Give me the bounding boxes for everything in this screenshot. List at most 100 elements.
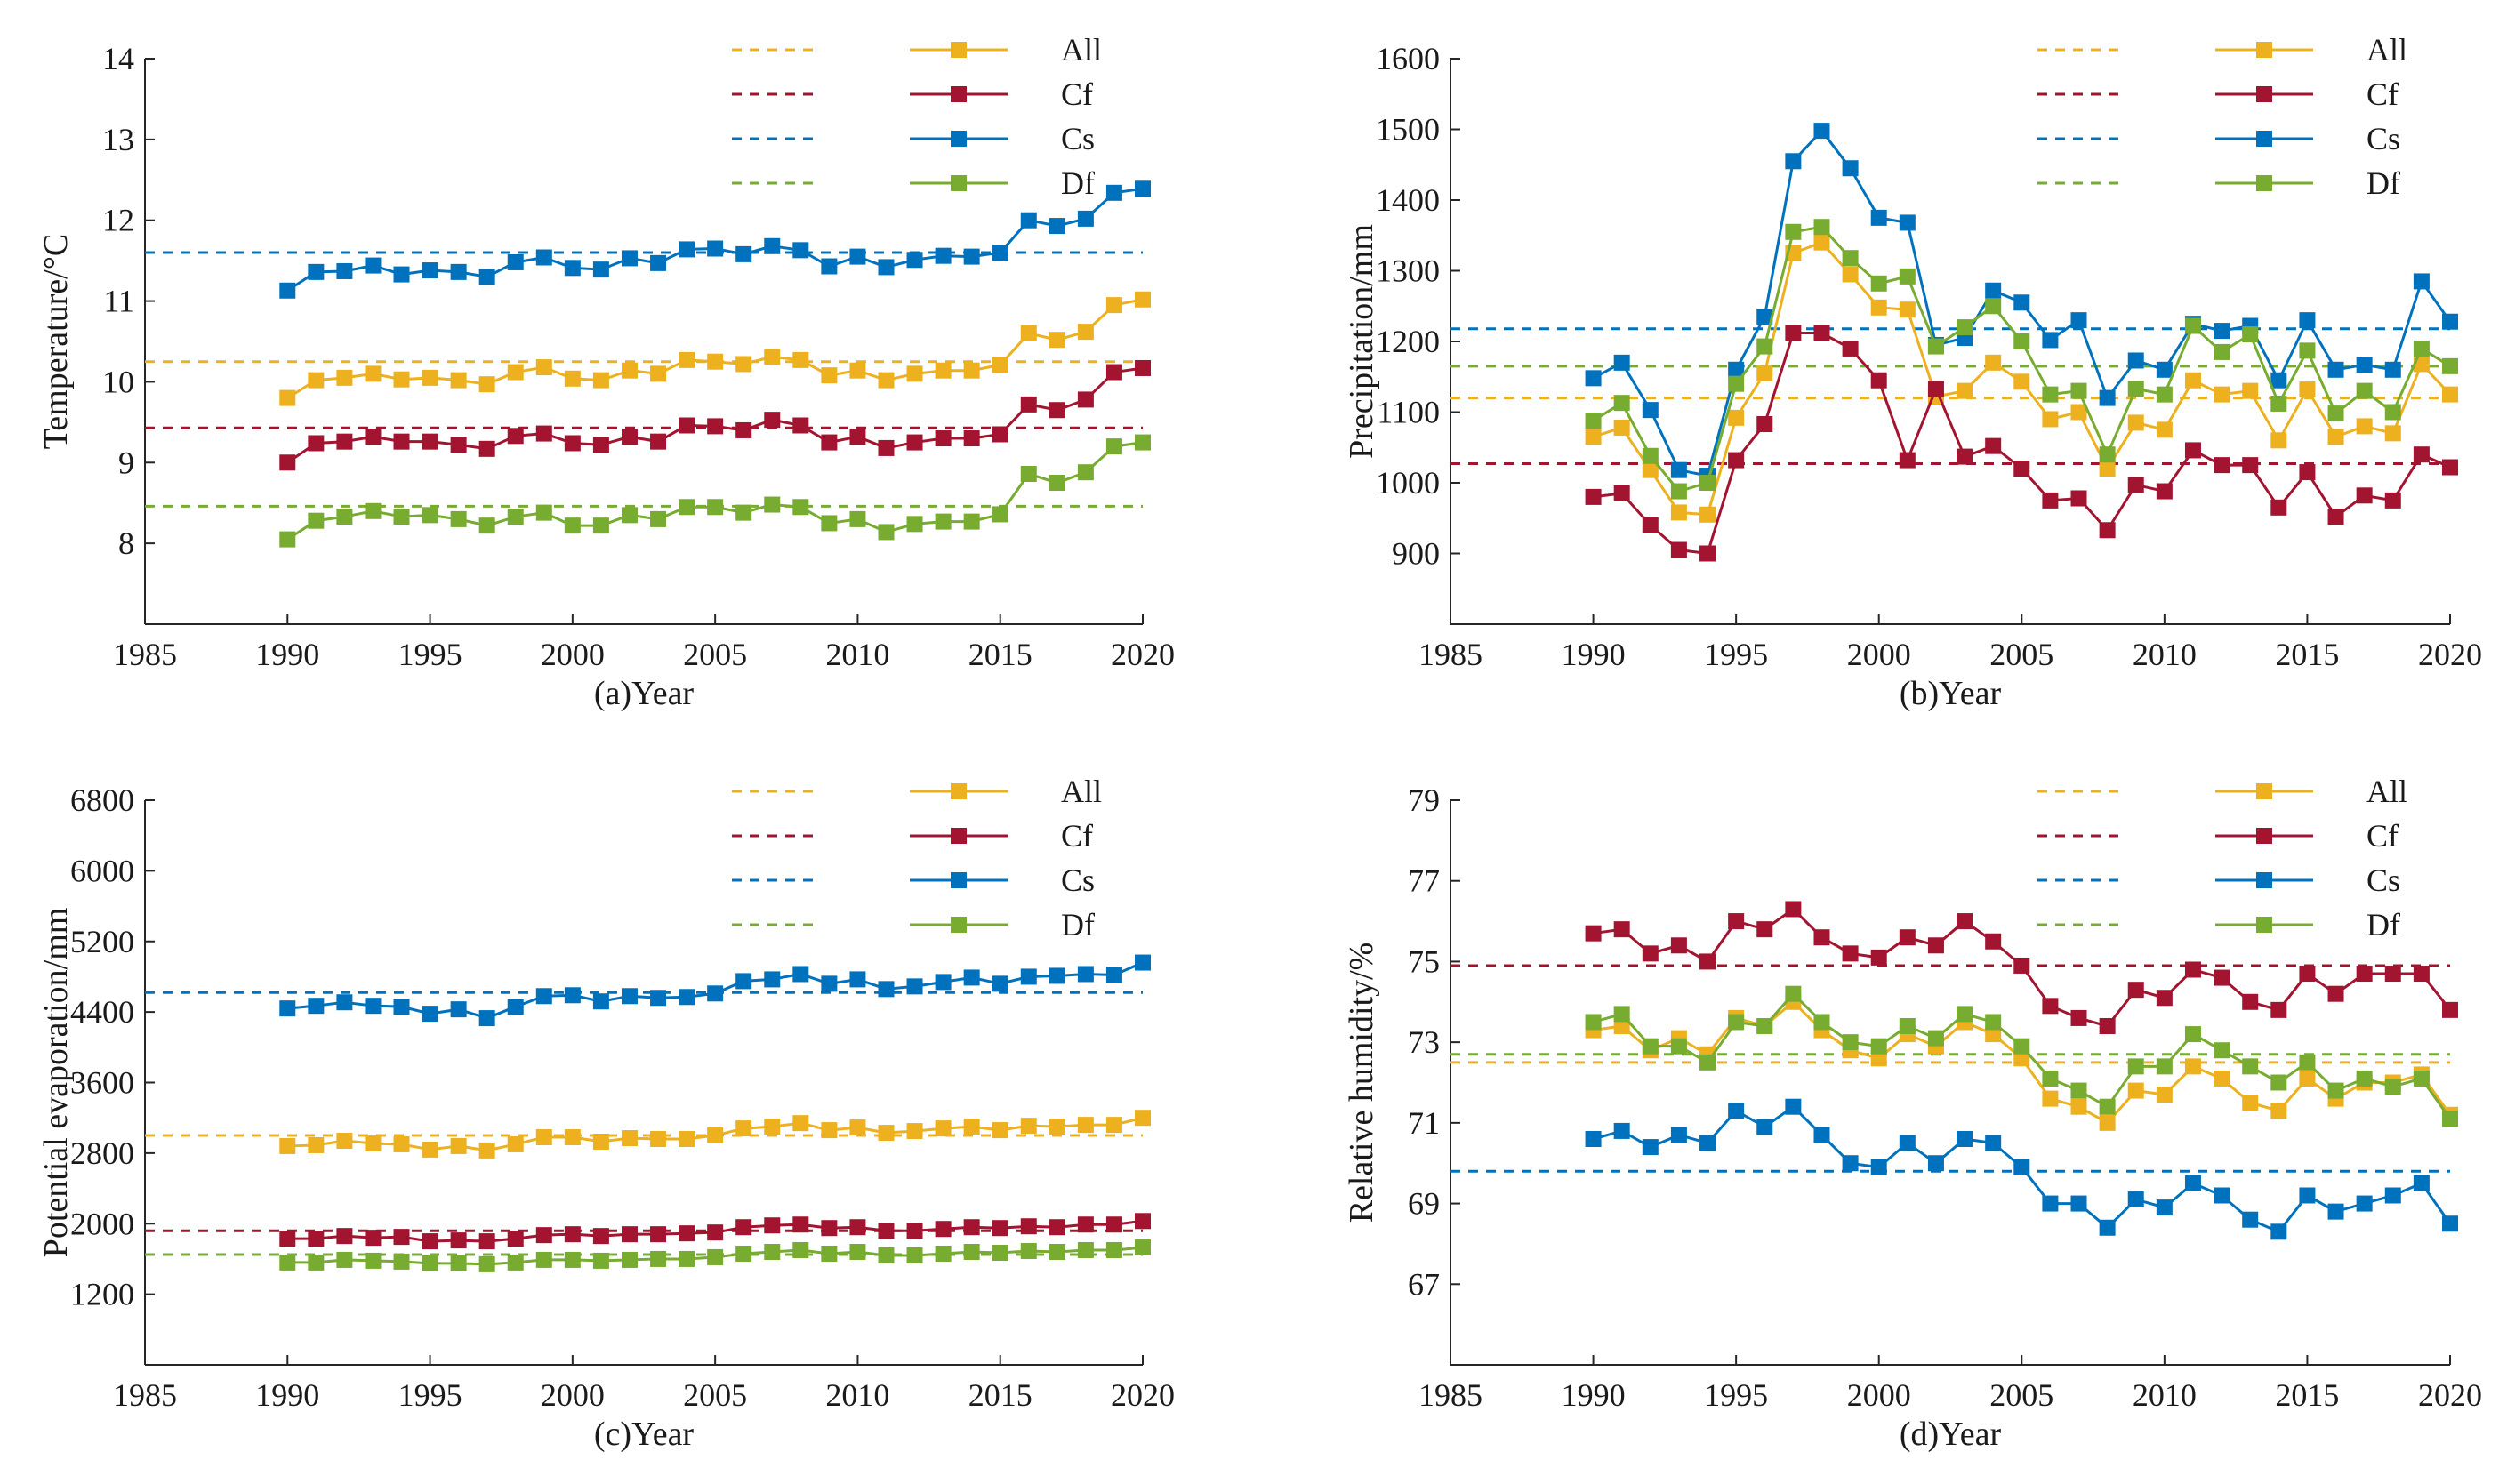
data-point-cs <box>336 994 353 1011</box>
legend-label: All <box>1061 774 1102 809</box>
data-point-cs <box>507 253 524 270</box>
legend-label: Df <box>1061 907 1095 943</box>
data-point-df <box>821 1245 838 1262</box>
data-point-cf <box>2242 993 2259 1010</box>
data-point-all <box>792 1115 809 1132</box>
data-point-all <box>393 1135 410 1152</box>
legend-marker-swatch <box>2256 872 2272 888</box>
data-point-cs <box>478 269 495 285</box>
y-tick-label: 5200 <box>70 924 134 959</box>
data-point-cs <box>1135 954 1151 971</box>
data-point-df <box>2099 446 2116 463</box>
legend-marker-swatch <box>951 917 967 933</box>
data-point-all <box>478 1142 495 1159</box>
legend-entry-cf: Cf <box>2037 76 2399 112</box>
data-point-cs <box>393 999 410 1015</box>
data-point-cf <box>1135 1213 1151 1230</box>
data-point-all <box>1699 506 1716 523</box>
legend-marker-swatch <box>2256 42 2272 58</box>
data-point-df <box>365 1252 382 1269</box>
data-point-df <box>393 509 410 525</box>
data-point-df <box>992 1244 1008 1261</box>
data-point-cs <box>564 260 581 277</box>
data-point-cs <box>1135 180 1151 197</box>
data-point-cs <box>792 242 809 259</box>
data-point-cs <box>992 975 1008 992</box>
data-point-all <box>1985 354 2002 371</box>
data-point-cf <box>878 439 895 456</box>
data-point-cs <box>2442 1215 2458 1232</box>
data-point-cf <box>1020 1218 1037 1235</box>
data-point-df <box>592 517 609 534</box>
legend-label: Df <box>2366 907 2400 943</box>
data-point-df <box>2156 386 2173 403</box>
data-point-df <box>592 1252 609 1269</box>
data-point-cf <box>535 1227 552 1244</box>
data-point-df <box>1105 438 1122 455</box>
data-point-all <box>2384 425 2401 442</box>
data-point-cf <box>707 1224 724 1241</box>
data-point-cf <box>906 1223 923 1239</box>
data-point-df <box>279 531 296 548</box>
data-point-cs <box>2327 1203 2344 1220</box>
data-point-cs <box>1927 1155 1944 1172</box>
y-tick-label: 1300 <box>1376 253 1440 289</box>
data-point-cs <box>1105 184 1122 201</box>
legend-entry-cs: Cs <box>2037 121 2400 156</box>
data-point-cs <box>1699 1135 1716 1151</box>
data-point-cf <box>1842 945 1859 962</box>
data-point-df <box>2042 1070 2059 1087</box>
data-point-df <box>2214 1042 2230 1059</box>
data-point-cs <box>764 971 781 988</box>
legend-label: All <box>2366 32 2407 68</box>
data-point-all <box>992 357 1008 373</box>
y-tick-label: 77 <box>1408 863 1440 899</box>
y-tick-label: 3600 <box>70 1065 134 1101</box>
data-point-df <box>792 499 809 516</box>
x-tick-label: 2010 <box>2133 1377 2197 1413</box>
data-point-all <box>2042 411 2059 428</box>
data-point-df <box>2442 357 2458 374</box>
data-point-cf <box>2299 464 2316 481</box>
legend-marker-swatch <box>951 175 967 191</box>
series-line-df <box>286 441 1144 541</box>
data-point-all <box>1135 1110 1151 1127</box>
chart-panel-b: 1985 1990 1995 2000 2005 2010 2015 2020 900 1000 1… <box>1343 32 2482 712</box>
data-point-cf <box>1613 921 1630 938</box>
data-point-all <box>1020 325 1037 341</box>
data-point-all <box>336 369 353 386</box>
data-point-df <box>1077 464 1094 481</box>
data-point-cs <box>564 987 581 1004</box>
data-point-all <box>621 1130 638 1147</box>
data-point-all <box>992 1122 1008 1139</box>
data-point-df <box>1670 483 1687 500</box>
data-point-cs <box>1899 1135 1916 1151</box>
data-point-cf <box>1785 325 1802 341</box>
data-point-cs <box>2070 312 2087 329</box>
data-point-cs <box>1728 1103 1745 1119</box>
y-axis-label: Precipitation/mm <box>1343 224 1380 459</box>
data-point-cf <box>2156 990 2173 1007</box>
data-point-df <box>1049 1244 1065 1260</box>
data-point-cs <box>2384 1187 2401 1204</box>
data-point-df <box>1642 447 1659 464</box>
data-point-df <box>2384 1079 2401 1095</box>
data-point-cs <box>792 966 809 983</box>
x-tick-label: 2000 <box>1847 1377 1911 1413</box>
data-point-cs <box>1642 1139 1659 1156</box>
data-point-cf <box>1927 937 1944 954</box>
y-tick-label: 67 <box>1408 1266 1440 1302</box>
y-tick-label: 14 <box>102 41 134 76</box>
data-point-cs <box>1049 967 1065 984</box>
data-point-cf <box>393 433 410 450</box>
data-point-cf <box>1813 929 1830 946</box>
data-point-cs <box>1077 966 1094 983</box>
y-tick-label: 6000 <box>70 853 134 888</box>
series-line-cs <box>286 187 1144 293</box>
data-point-cs <box>2442 313 2458 330</box>
data-point-cf <box>535 425 552 442</box>
data-point-df <box>650 510 667 527</box>
data-point-all <box>764 1119 781 1135</box>
data-point-cs <box>821 975 838 992</box>
data-point-df <box>621 507 638 524</box>
